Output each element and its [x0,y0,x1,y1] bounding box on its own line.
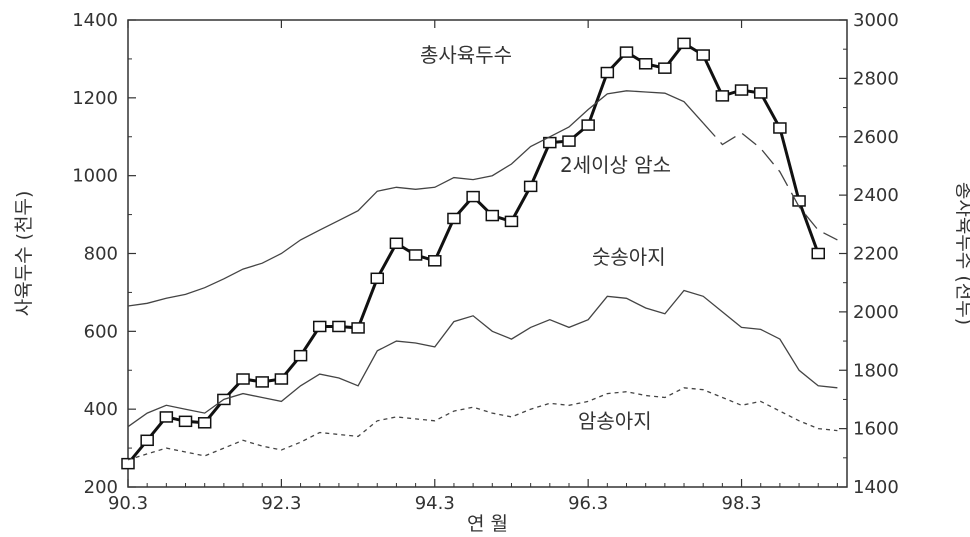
x-tick-label: 94.3 [415,493,455,514]
annotation-cows: 2세이상 암소 [560,153,671,177]
y-left-tick-label: 400 [84,399,118,420]
data-point-total [408,249,423,261]
data-point-total [562,135,576,147]
data-point-total [600,66,615,79]
y-right-tick-label: 1800 [853,360,899,381]
chart-series [121,37,838,470]
annotation-heifer_calves: 암송아지 [578,409,652,433]
x-axis-title: 연 월 [467,513,508,535]
data-point-total [619,46,634,58]
y-right-tick-label: 2000 [853,302,899,323]
y-right-tick-label: 2200 [853,244,899,265]
data-point-total [792,195,806,207]
data-point-total [638,58,653,70]
data-point-total [504,215,519,228]
data-point-total [428,255,442,267]
annotation-bull_calves: 숫송아지 [592,245,666,269]
annotation-total: 총사육두수 [420,43,512,67]
data-point-total [658,62,672,74]
data-point-total [121,457,135,470]
x-tick-label: 96.3 [568,493,608,514]
y-left-tick-label: 800 [84,244,118,265]
data-point-total [255,376,269,388]
data-point-total [466,190,480,203]
data-point-total [447,212,461,225]
chart-axes: 200 400 600 800 1000 1200 1400 1400 1600 1800 2000… [13,10,970,535]
data-point-total [523,180,538,193]
series-line-cows-dashed [702,122,838,241]
data-point-total [312,320,327,333]
y-left-tick-label: 600 [84,321,118,342]
data-point-total [485,209,500,222]
data-point-total [197,417,212,429]
series-line-heifer_calves [127,387,838,461]
data-point-total [389,237,404,250]
y-left-tick-label: 200 [84,477,118,498]
data-point-total [293,349,308,362]
data-point-total [178,415,193,428]
series-line-cows [127,90,704,307]
series-line-total [126,41,820,465]
data-point-total [696,49,710,61]
y-right-tick-label: 3000 [853,10,899,31]
data-point-total [351,322,365,334]
y-right-tick-label: 1400 [853,477,899,498]
y-left-tick-label: 1400 [72,10,118,31]
data-point-total [715,90,730,102]
data-point-total [734,84,749,96]
data-point-total [543,136,557,149]
y-right-tick-label: 1600 [853,419,899,440]
y-left-axis-title: 사육두수 (천두) [13,191,35,317]
y-left-tick-label: 1000 [72,166,118,187]
y-right-tick-label: 2800 [853,68,899,89]
data-point-total [753,87,768,99]
data-point-total [274,373,289,385]
data-point-total [581,119,595,131]
y-right-tick-label: 2600 [853,127,899,148]
data-point-total [773,122,787,134]
series-line-bull_calves [127,289,838,428]
data-point-total [140,434,154,447]
x-tick-label: 92.3 [261,493,301,514]
data-point-total [811,247,825,260]
y-right-axis-title: 총사육두수 (천두) [953,182,970,325]
y-right-tick-label: 2400 [853,185,899,206]
x-tick-label: 98.3 [722,493,762,514]
data-point-total [236,373,250,385]
y-left-tick-label: 1200 [72,88,118,109]
x-tick-label: 90.3 [108,493,148,514]
data-point-total [677,37,691,50]
data-point-total [332,320,346,333]
data-point-total [159,411,174,423]
data-point-total [370,272,385,285]
